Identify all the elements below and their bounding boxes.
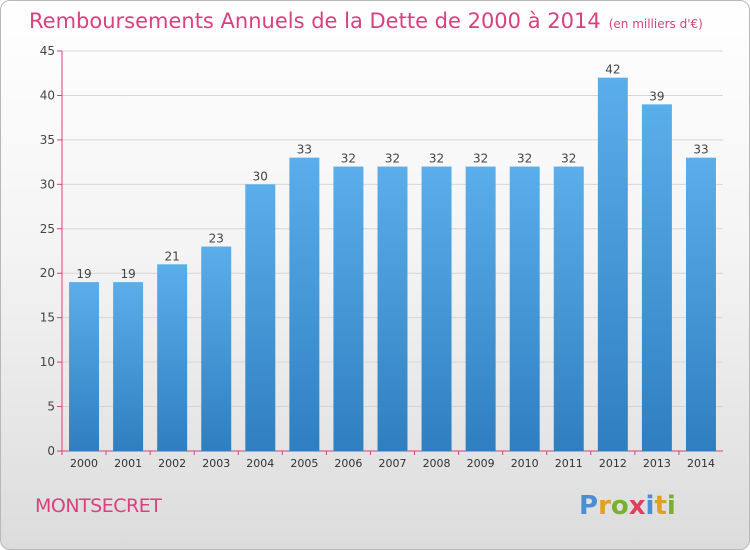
- bar-value-label: 32: [561, 152, 576, 166]
- proxiti-logo: Proxiti: [579, 491, 676, 521]
- title-unit: (en milliers d'€): [608, 17, 703, 31]
- bar: [157, 264, 188, 451]
- x-tick-label: 2012: [599, 457, 627, 470]
- x-tick-label: 2011: [555, 457, 583, 470]
- y-tick-label: 15: [40, 311, 55, 325]
- x-tick-label: 2003: [202, 457, 230, 470]
- x-tick-label: 2002: [158, 457, 186, 470]
- bar-value-label: 19: [76, 267, 91, 281]
- bar-value-label: 32: [473, 152, 488, 166]
- y-tick-label: 20: [40, 266, 55, 280]
- logo-letter: o: [610, 491, 629, 521]
- bar-value-label: 32: [341, 152, 356, 166]
- bar-value-label: 30: [253, 169, 268, 183]
- bar: [113, 282, 144, 451]
- x-tick-label: 2001: [114, 457, 142, 470]
- bar-value-label: 23: [209, 232, 224, 246]
- y-tick-label: 25: [40, 222, 55, 236]
- bar: [553, 166, 584, 452]
- y-tick-label: 10: [40, 355, 55, 369]
- bar: [377, 166, 408, 452]
- bar: [69, 282, 100, 451]
- bar: [597, 77, 628, 452]
- y-tick-label: 5: [47, 400, 55, 414]
- chart-title: Remboursements Annuels de la Dette de 20…: [29, 9, 703, 33]
- y-tick-label: 35: [40, 133, 55, 147]
- bar-value-label: 32: [429, 152, 444, 166]
- bar: [421, 166, 452, 452]
- bar: [201, 246, 232, 451]
- x-tick-label: 2007: [379, 457, 407, 470]
- bar-value-label: 33: [693, 143, 708, 157]
- bar-value-label: 39: [649, 89, 664, 103]
- x-tick-label: 2005: [290, 457, 318, 470]
- logo-letter: i: [645, 491, 655, 521]
- bar-value-label: 33: [297, 143, 312, 157]
- y-tick-label: 45: [40, 44, 55, 58]
- bar-value-label: 19: [120, 267, 135, 281]
- bar-value-label: 42: [605, 63, 620, 77]
- logo-letter: r: [598, 491, 611, 521]
- y-tick-label: 30: [40, 177, 55, 191]
- bar: [465, 166, 496, 452]
- x-tick-label: 2013: [643, 457, 671, 470]
- logo-letter: i: [666, 491, 676, 521]
- y-tick-label: 0: [47, 444, 55, 458]
- bar: [509, 166, 540, 452]
- bar: [245, 184, 276, 452]
- bar: [289, 157, 320, 451]
- x-tick-label: 2009: [467, 457, 495, 470]
- x-tick-label: 2000: [70, 457, 98, 470]
- x-tick-label: 2010: [511, 457, 539, 470]
- logo-letter: t: [654, 491, 667, 521]
- bar: [685, 157, 716, 451]
- y-tick-label: 40: [40, 88, 55, 102]
- bar-value-label: 21: [165, 249, 180, 263]
- x-tick-label: 2004: [246, 457, 274, 470]
- commune-name: MONTSECRET: [35, 495, 162, 517]
- bar-value-label: 32: [385, 152, 400, 166]
- bar: [641, 104, 672, 451]
- x-tick-label: 2014: [687, 457, 715, 470]
- logo-letter: P: [579, 491, 599, 521]
- title-text: Remboursements Annuels de la Dette de 20…: [29, 9, 601, 33]
- bar: [333, 166, 364, 452]
- bar-value-label: 32: [517, 152, 532, 166]
- x-tick-label: 2008: [423, 457, 451, 470]
- logo-letter: x: [628, 491, 646, 521]
- x-tick-label: 2006: [334, 457, 362, 470]
